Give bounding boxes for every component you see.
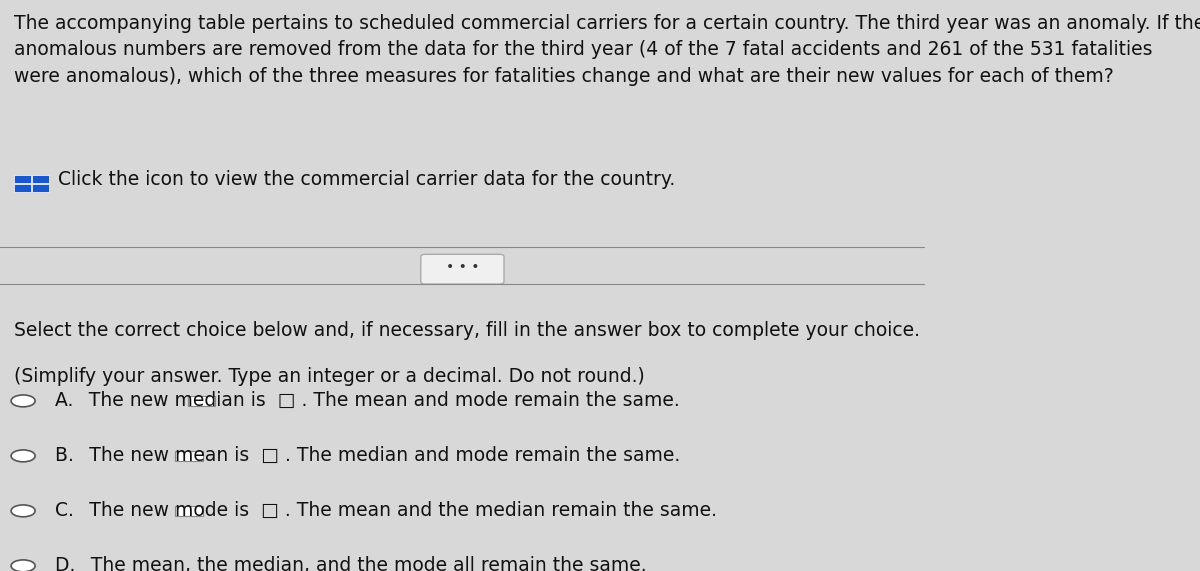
Circle shape: [11, 450, 35, 462]
FancyBboxPatch shape: [14, 184, 30, 192]
Text: A.  The new median is  □ . The mean and mode remain the same.: A. The new median is □ . The mean and mo…: [55, 391, 680, 411]
Text: The accompanying table pertains to scheduled commercial carriers for a certain c: The accompanying table pertains to sched…: [14, 14, 1200, 86]
Text: D.  The mean, the median, and the mode all remain the same.: D. The mean, the median, and the mode al…: [55, 556, 647, 571]
Text: Click the icon to view the commercial carrier data for the country.: Click the icon to view the commercial ca…: [59, 170, 676, 188]
FancyBboxPatch shape: [32, 184, 49, 192]
FancyBboxPatch shape: [421, 254, 504, 284]
FancyBboxPatch shape: [175, 506, 203, 516]
FancyBboxPatch shape: [32, 175, 49, 183]
Text: Select the correct choice below and, if necessary, fill in the answer box to com: Select the correct choice below and, if …: [14, 321, 920, 340]
Circle shape: [11, 560, 35, 571]
Circle shape: [11, 505, 35, 517]
Text: C.  The new mode is  □ . The mean and the median remain the same.: C. The new mode is □ . The mean and the …: [55, 501, 718, 520]
Circle shape: [11, 395, 35, 407]
Text: • • •: • • •: [445, 260, 479, 274]
FancyBboxPatch shape: [187, 396, 215, 407]
FancyBboxPatch shape: [14, 175, 30, 183]
Text: B.  The new mean is  □ . The median and mode remain the same.: B. The new mean is □ . The median and mo…: [55, 447, 680, 465]
FancyBboxPatch shape: [175, 451, 203, 461]
Text: (Simplify your answer. Type an integer or a decimal. Do not round.): (Simplify your answer. Type an integer o…: [14, 367, 644, 385]
